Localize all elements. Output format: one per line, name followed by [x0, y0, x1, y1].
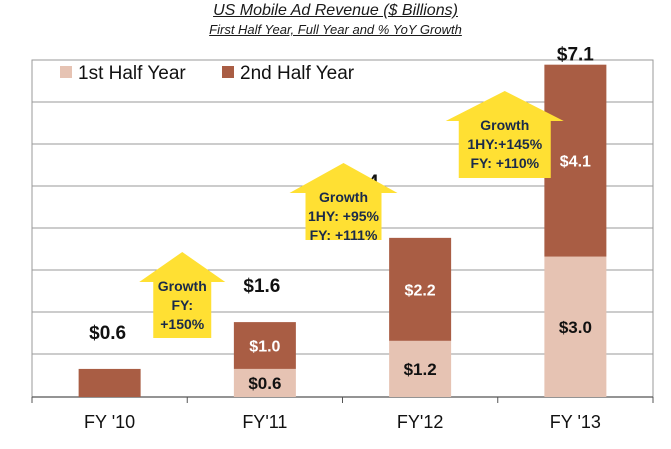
growth-annotation-text: +150%	[160, 316, 205, 332]
growth-annotation-text: Growth	[319, 189, 368, 205]
growth-annotation-text: Growth	[158, 278, 207, 294]
x-tick-label: FY '13	[550, 412, 601, 432]
x-tick-label: FY'11	[242, 412, 287, 432]
chart-subtitle: First Half Year, Full Year and % YoY Gro…	[209, 22, 462, 37]
legend-swatch-2nd-half	[222, 66, 234, 78]
bar-2nd-half	[78, 368, 141, 397]
data-label-2nd-half: $1.0	[249, 339, 280, 356]
bar-2nd-half	[544, 64, 607, 257]
growth-annotation-text: 1HY:+145%	[467, 136, 542, 152]
growth-annotation-text: FY: +110%	[470, 155, 539, 171]
bar-2nd-half	[233, 322, 296, 369]
bar-2nd-half	[389, 237, 452, 341]
x-tick-label: FY'12	[397, 412, 443, 432]
legend-label-2nd-half: 2nd Half Year	[240, 63, 355, 84]
growth-annotation-text: 1HY: +95%	[308, 208, 379, 224]
growth-arrow	[289, 163, 398, 240]
data-label-2nd-half: $2.2	[405, 282, 436, 299]
data-label-2nd-half: $4.1	[560, 154, 591, 171]
growth-arrow	[139, 252, 226, 338]
total-label: $1.6	[243, 276, 280, 297]
bar-1st-half	[389, 340, 452, 397]
data-label-1st-half: $3.0	[559, 318, 592, 337]
chart-title: US Mobile Ad Revenue ($ Billions)	[213, 2, 458, 19]
legend-label-1st-half: 1st Half Year	[78, 63, 186, 84]
legend-swatch-1st-half	[60, 66, 72, 78]
growth-annotation-text: Growth	[480, 117, 529, 133]
bar-1st-half	[544, 256, 607, 397]
data-label-1st-half: $1.2	[404, 360, 437, 379]
growth-annotation-text: FY:	[171, 297, 193, 313]
total-label: $0.6	[89, 323, 126, 344]
growth-arrow	[445, 91, 564, 178]
bar-1st-half	[233, 368, 296, 397]
total-label: $7.1	[557, 45, 594, 66]
data-label-1st-half: $0.6	[248, 374, 281, 393]
growth-annotation-text: FY: +111%	[310, 227, 378, 243]
x-tick-label: FY '10	[84, 412, 135, 432]
